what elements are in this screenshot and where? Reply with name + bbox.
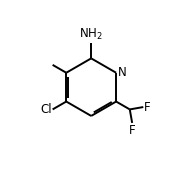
Text: F: F [129,124,135,137]
Text: N: N [118,66,127,79]
Text: NH$_2$: NH$_2$ [79,27,103,42]
Text: F: F [144,101,151,114]
Text: Cl: Cl [40,103,52,116]
